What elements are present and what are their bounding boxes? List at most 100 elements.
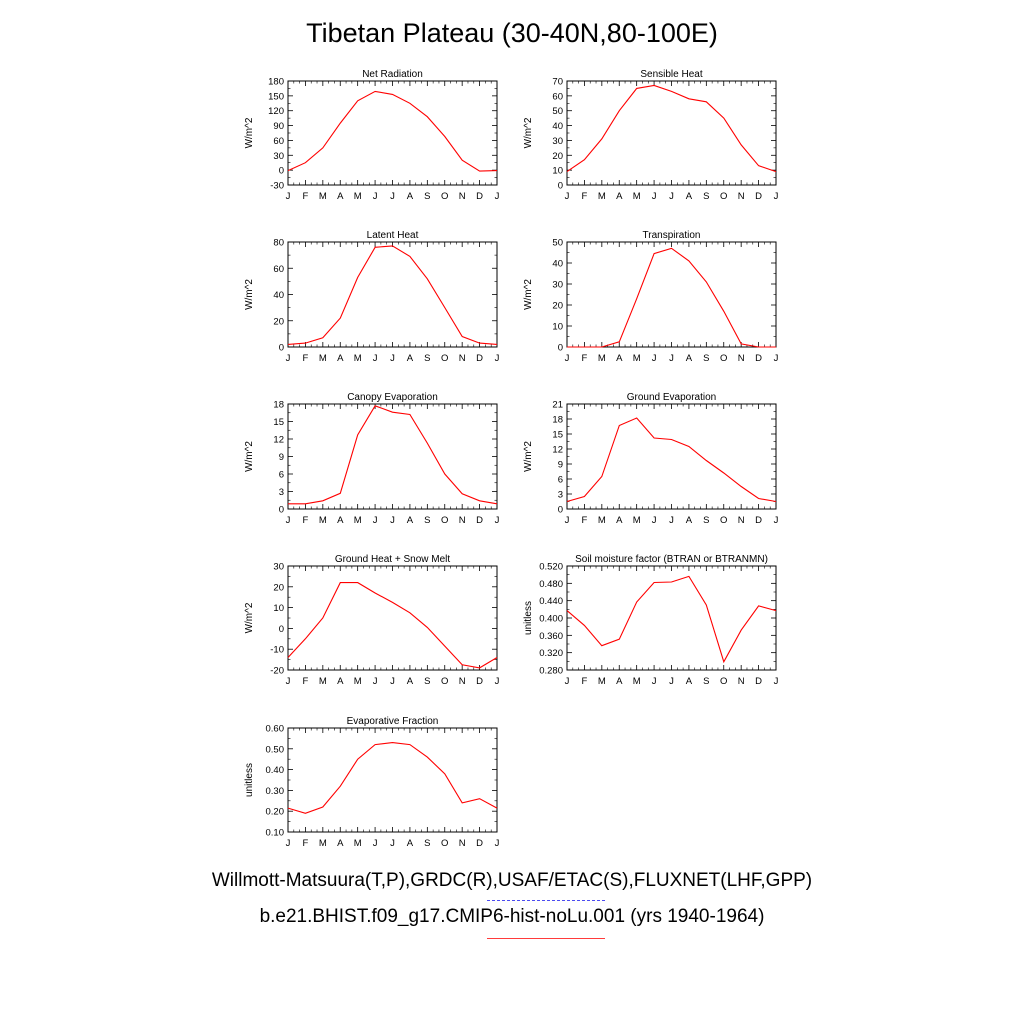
x-tick-label: A xyxy=(616,191,623,202)
x-tick-label: N xyxy=(459,838,466,849)
x-tick-label: O xyxy=(720,191,727,202)
x-tick-label: J xyxy=(774,515,779,526)
y-tick-label: 50 xyxy=(552,106,563,117)
y-axis-label: unitless xyxy=(523,601,534,635)
y-tick-label: 40 xyxy=(552,121,563,132)
x-tick-label: A xyxy=(686,353,693,364)
y-tick-label: 10 xyxy=(552,166,563,177)
x-tick-label: M xyxy=(319,838,327,849)
x-tick-label: F xyxy=(303,838,309,849)
x-tick-label: F xyxy=(582,515,588,526)
series-line-1 xyxy=(287,582,498,669)
x-tick-label: M xyxy=(354,353,362,364)
x-tick-label: J xyxy=(390,353,395,364)
x-tick-label: A xyxy=(407,191,414,202)
y-tick-label: 12 xyxy=(552,445,563,456)
x-tick-label: S xyxy=(424,191,430,202)
plot-frame xyxy=(287,80,498,186)
x-tick-label: D xyxy=(755,353,762,364)
x-tick-label: M xyxy=(633,676,641,687)
legend-model-label: b.e21.BHIST.f09_g17.CMIP6-hist-noLu.001 … xyxy=(259,906,765,927)
x-tick-label: J xyxy=(495,515,500,526)
y-tick-label: 180 xyxy=(268,77,284,88)
x-tick-label: D xyxy=(755,676,762,687)
series-line-1 xyxy=(287,742,498,814)
legend-observations-label: Willmott-Matsuura(T,P),GRDC(R),USAF/ETAC… xyxy=(211,870,813,891)
x-tick-label: J xyxy=(652,676,657,687)
x-tick-label: J xyxy=(286,515,291,526)
y-tick-label: 60 xyxy=(552,91,563,102)
panel-title: Canopy Evaporation xyxy=(347,392,438,403)
x-tick-label: F xyxy=(582,191,588,202)
x-tick-label: J xyxy=(565,515,570,526)
x-tick-label: A xyxy=(686,515,693,526)
x-tick-label: A xyxy=(337,515,344,526)
x-tick-label: M xyxy=(319,676,327,687)
x-tick-label: J xyxy=(286,676,291,687)
x-tick-label: J xyxy=(565,676,570,687)
x-tick-label: S xyxy=(703,515,709,526)
x-tick-label: S xyxy=(703,191,709,202)
y-tick-label: 12 xyxy=(273,435,284,446)
x-tick-label: J xyxy=(669,353,674,364)
x-tick-label: F xyxy=(303,676,309,687)
x-tick-label: M xyxy=(633,353,641,364)
x-tick-label: A xyxy=(337,676,344,687)
x-tick-label: F xyxy=(303,191,309,202)
x-tick-label: J xyxy=(652,515,657,526)
y-tick-label: 80 xyxy=(273,238,284,249)
y-tick-label: 70 xyxy=(552,77,563,88)
y-axis-label: W/m^2 xyxy=(523,441,534,472)
y-tick-label: 6 xyxy=(279,470,284,481)
y-tick-label: 0.50 xyxy=(266,744,285,755)
y-tick-label: 0 xyxy=(279,343,284,354)
x-tick-label: J xyxy=(652,353,657,364)
x-tick-label: J xyxy=(495,191,500,202)
x-tick-label: A xyxy=(337,838,344,849)
x-tick-label: D xyxy=(476,838,483,849)
x-tick-label: M xyxy=(354,838,362,849)
panel-9: J F M A M J J A S O N D J0.100.200.300.400.500.60Eva… xyxy=(244,716,500,849)
y-tick-label: 90 xyxy=(273,121,284,132)
x-tick-label: N xyxy=(459,515,466,526)
x-tick-label: N xyxy=(459,353,466,364)
y-tick-label: 0.60 xyxy=(266,724,285,735)
x-tick-label: M xyxy=(319,515,327,526)
x-tick-label: M xyxy=(633,515,641,526)
x-tick-label: J xyxy=(373,515,378,526)
panel-8: J F M A M J J A S O N D J0.2800.3200.3600.4000.4400.… xyxy=(523,554,779,687)
y-tick-label: -20 xyxy=(270,666,284,677)
x-tick-label: O xyxy=(441,191,448,202)
series-line-1 xyxy=(566,417,777,503)
x-tick-label: O xyxy=(720,515,727,526)
x-tick-label: S xyxy=(424,676,430,687)
y-tick-label: 50 xyxy=(552,238,563,249)
x-tick-label: O xyxy=(720,676,727,687)
y-tick-label: 120 xyxy=(268,106,284,117)
panel-title: Ground Heat + Snow Melt xyxy=(335,554,451,565)
y-axis-label: W/m^2 xyxy=(244,602,255,633)
y-tick-label: 9 xyxy=(558,460,563,471)
plot-frame xyxy=(566,241,777,348)
y-tick-label: -10 xyxy=(270,645,284,656)
y-tick-label: 0.360 xyxy=(539,631,563,642)
x-tick-label: O xyxy=(441,676,448,687)
panel-title: Net Radiation xyxy=(362,69,423,80)
x-tick-label: F xyxy=(582,353,588,364)
x-tick-label: O xyxy=(441,838,448,849)
x-tick-label: A xyxy=(337,353,344,364)
x-tick-label: M xyxy=(598,515,606,526)
x-tick-label: A xyxy=(616,515,623,526)
y-tick-label: -30 xyxy=(270,181,284,192)
series-line-1 xyxy=(287,90,498,172)
x-tick-label: J xyxy=(373,838,378,849)
x-tick-label: D xyxy=(476,676,483,687)
x-tick-label: O xyxy=(720,353,727,364)
x-tick-label: S xyxy=(424,515,430,526)
y-tick-label: 21 xyxy=(552,400,563,411)
